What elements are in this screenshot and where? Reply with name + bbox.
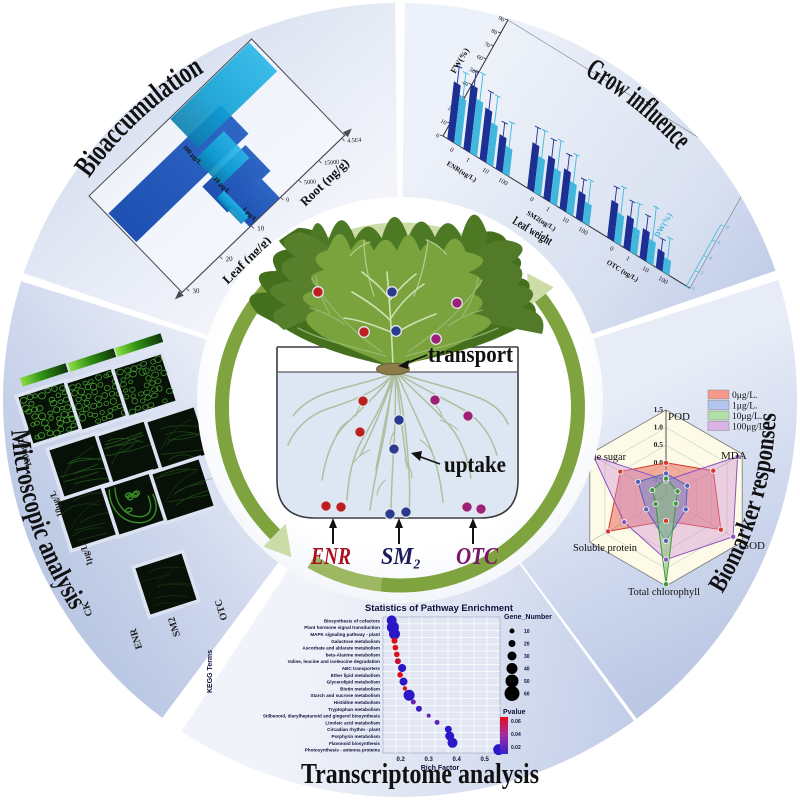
svg-text:10: 10 — [561, 216, 570, 225]
svg-text:Flavonoid biosynthesis: Flavonoid biosynthesis — [329, 741, 380, 746]
svg-text:30: 30 — [192, 287, 200, 296]
svg-text:100: 100 — [497, 176, 509, 187]
svg-text:10: 10 — [481, 166, 490, 175]
svg-text:0.4: 0.4 — [453, 757, 462, 763]
svg-text:SM₂: SM₂ — [381, 544, 421, 570]
svg-text:1: 1 — [544, 206, 550, 214]
svg-text:Galactose metabolism: Galactose metabolism — [331, 639, 380, 644]
svg-text:KEGG Terms: KEGG Terms — [207, 650, 214, 693]
svg-text:8: 8 — [725, 225, 731, 232]
svg-text:POD: POD — [668, 411, 690, 423]
svg-text:ENR: ENR — [310, 544, 351, 570]
svg-text:15000: 15000 — [324, 160, 339, 167]
svg-text:60: 60 — [475, 54, 483, 62]
svg-text:Histidine metabolism: Histidine metabolism — [334, 700, 380, 705]
svg-text:10: 10 — [641, 265, 650, 274]
svg-text:0.04: 0.04 — [511, 732, 521, 738]
svg-text:100: 100 — [577, 226, 589, 237]
svg-text:0: 0 — [448, 147, 454, 155]
svg-text:100μg/L.: 100μg/L. — [732, 423, 767, 433]
svg-text:2: 2 — [699, 270, 705, 277]
svg-text:90: 90 — [497, 15, 505, 23]
svg-text:0: 0 — [608, 245, 614, 253]
svg-text:0.2: 0.2 — [397, 757, 406, 763]
svg-text:MAPK signaling pathway - plant: MAPK signaling pathway - plant — [310, 632, 380, 637]
svg-text:Transcriptome analysis: Transcriptome analysis — [301, 758, 539, 790]
svg-text:Photosynthesis - antenna prote: Photosynthesis - antenna proteins — [305, 748, 381, 753]
svg-text:0.3: 0.3 — [425, 757, 434, 763]
svg-text:Soluble protein: Soluble protein — [573, 543, 638, 554]
svg-text:60: 60 — [524, 692, 530, 698]
svg-text:20: 20 — [225, 255, 233, 264]
svg-text:0.5: 0.5 — [654, 440, 664, 449]
svg-text:Glycerolipid metabolism: Glycerolipid metabolism — [327, 680, 380, 685]
svg-text:6: 6 — [716, 240, 722, 247]
svg-text:Pvalue: Pvalue — [503, 709, 526, 716]
svg-text:5000: 5000 — [304, 179, 316, 186]
svg-text:1μg/L.: 1μg/L. — [732, 402, 757, 412]
svg-text:CK: CK — [80, 600, 95, 618]
svg-text:10: 10 — [257, 224, 265, 233]
svg-text:30: 30 — [524, 654, 530, 660]
svg-text:10μg/L.: 10μg/L. — [732, 412, 762, 422]
svg-text:0: 0 — [690, 286, 696, 293]
svg-text:1: 1 — [464, 157, 470, 165]
svg-text:1: 1 — [624, 255, 630, 263]
svg-text:Ascorbate and aldarate metabol: Ascorbate and aldarate metabolism — [302, 646, 380, 651]
svg-text:50: 50 — [468, 67, 476, 75]
svg-text:1.5: 1.5 — [654, 405, 664, 414]
svg-text:20: 20 — [524, 642, 530, 648]
svg-text:Circadian rhythm - plant: Circadian rhythm - plant — [327, 727, 380, 732]
svg-text:Linoleic acid metabolism: Linoleic acid metabolism — [325, 720, 380, 725]
svg-text:Biosynthesis of cofactors: Biosynthesis of cofactors — [324, 618, 381, 623]
svg-text:Soluble sugar: Soluble sugar — [570, 452, 626, 463]
svg-text:Ether lipid metabolism: Ether lipid metabolism — [331, 673, 380, 678]
svg-text:Statistics of Pathway Enrichme: Statistics of Pathway Enrichment — [365, 603, 514, 614]
svg-text:Porphyrin metabolism: Porphyrin metabolism — [332, 734, 381, 739]
svg-text:0: 0 — [528, 196, 534, 204]
svg-text:100: 100 — [657, 275, 669, 286]
svg-text:Rich Factor: Rich Factor — [421, 765, 460, 772]
svg-text:Total chlorophyll: Total chlorophyll — [628, 587, 700, 598]
svg-text:MDA: MDA — [721, 450, 747, 462]
svg-text:0: 0 — [434, 133, 440, 140]
svg-text:80: 80 — [490, 28, 498, 36]
svg-text:Gene_Number: Gene_Number — [504, 614, 552, 621]
svg-text:0.06: 0.06 — [511, 719, 521, 725]
svg-text:beta-Alanine metabolism: beta-Alanine metabolism — [326, 652, 380, 657]
svg-text:0.02: 0.02 — [511, 745, 521, 751]
svg-text:40: 40 — [524, 667, 530, 673]
svg-text:Plant hormone signal transduct: Plant hormone signal transduction — [304, 625, 380, 630]
svg-text:uptake: uptake — [444, 452, 506, 477]
svg-text:4.5E4: 4.5E4 — [347, 138, 362, 145]
svg-text:SOD: SOD — [743, 540, 765, 552]
svg-text:Valine, leucine and isoleucine: Valine, leucine and isoleucine degradati… — [288, 659, 381, 664]
svg-text:Tryptophan metabolism: Tryptophan metabolism — [328, 707, 380, 712]
svg-text:0.0: 0.0 — [654, 458, 664, 467]
svg-text:Biotin metabolism: Biotin metabolism — [340, 686, 380, 691]
svg-text:transport: transport — [428, 342, 513, 368]
svg-text:1.0: 1.0 — [654, 423, 664, 432]
svg-text:OTC: OTC — [456, 544, 499, 570]
svg-text:4: 4 — [707, 255, 713, 262]
svg-text:70: 70 — [482, 41, 490, 49]
svg-text:0: 0 — [286, 197, 289, 203]
svg-text:0μg/L.: 0μg/L. — [732, 391, 757, 401]
svg-text:Stilbenoid, diarylheptanoid an: Stilbenoid, diarylheptanoid and gingerol… — [263, 714, 381, 719]
svg-text:Starch and sucrose metabolism: Starch and sucrose metabolism — [311, 693, 380, 698]
svg-text:ABC transporters: ABC transporters — [342, 666, 381, 671]
svg-text:10: 10 — [439, 119, 447, 127]
svg-text:10: 10 — [524, 629, 530, 635]
svg-text:50: 50 — [524, 679, 530, 685]
svg-text:20: 20 — [446, 106, 454, 114]
svg-text:0.5: 0.5 — [481, 757, 490, 763]
